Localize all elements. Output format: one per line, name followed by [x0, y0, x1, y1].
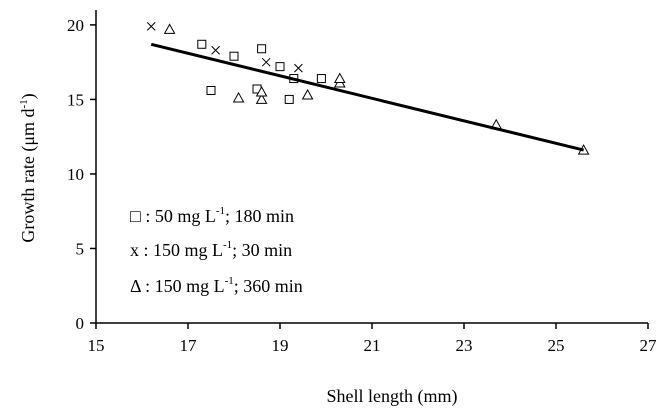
legend-entry: Δ : 150 mg L-1; 360 min	[130, 275, 303, 296]
y-axis-title-sup: -1	[18, 99, 30, 108]
x-tick-label: 25	[548, 336, 565, 355]
y-tick-label: 0	[76, 314, 85, 333]
legend-entry: x : 150 mg L-1; 30 min	[130, 239, 292, 260]
y-tick-label: 15	[67, 90, 84, 109]
data-point-x	[294, 63, 303, 73]
y-axis-title: Growth rate (μm d-1)	[18, 93, 39, 242]
data-point-square	[229, 51, 239, 61]
y-tick-label: 5	[76, 239, 85, 258]
x-axis-ticks: 15 17 19 21 23 25 27	[88, 323, 658, 355]
data-markers	[146, 22, 590, 155]
legend-label-tail: ; 360 min	[234, 276, 303, 296]
data-point-square	[284, 94, 294, 104]
y-tick-label: 20	[67, 16, 84, 35]
legend-label-sup: -1	[216, 205, 225, 217]
y-axis-ticks: 0 5 10 15 20	[67, 16, 96, 333]
legend-label: : 50 mg L	[141, 206, 216, 226]
data-point-square	[206, 85, 216, 95]
x-tick-label: 19	[272, 336, 289, 355]
legend-label-sup: -1	[223, 239, 232, 251]
x-tick-label: 17	[180, 336, 198, 355]
plot-area: 0 5 10 15 20 15 17 19 21 23 25 27	[67, 10, 657, 355]
data-point-triangle	[232, 91, 245, 103]
data-point-square	[197, 39, 207, 49]
data-point-square	[275, 62, 285, 72]
legend-label-sup: -1	[225, 275, 234, 287]
legend-symbol: Δ	[130, 276, 141, 296]
y-axis-title-main: Growth rate (μm d	[18, 109, 39, 243]
data-point-x	[261, 57, 271, 67]
data-point-x	[211, 45, 220, 55]
legend-label: : 150 mg L	[139, 240, 223, 260]
legend-label-tail: ; 30 min	[232, 240, 292, 260]
legend-label: : 150 mg L	[141, 276, 225, 296]
y-axis-title-close: )	[18, 93, 39, 99]
x-tick-label: 15	[88, 336, 105, 355]
legend-symbol: x	[130, 240, 139, 260]
legend-label-tail: ; 180 min	[225, 206, 294, 226]
legend-symbol: □	[130, 206, 141, 226]
data-point-triangle	[255, 85, 268, 97]
data-point-square	[257, 44, 267, 54]
legend-entry: □ : 50 mg L-1; 180 min	[130, 205, 294, 226]
data-point-triangle	[333, 72, 346, 84]
x-tick-label: 21	[364, 336, 381, 355]
x-tick-label: 27	[640, 336, 658, 355]
data-point-triangle	[163, 23, 176, 34]
x-tick-label: 23	[456, 336, 473, 355]
data-point-square	[316, 74, 326, 84]
y-tick-label: 10	[67, 165, 84, 184]
trend-line	[150, 42, 584, 152]
x-axis-title: Shell length (mm)	[327, 386, 458, 407]
data-point-triangle	[255, 93, 268, 104]
data-point-triangle	[301, 88, 314, 100]
data-point-x	[146, 22, 156, 31]
